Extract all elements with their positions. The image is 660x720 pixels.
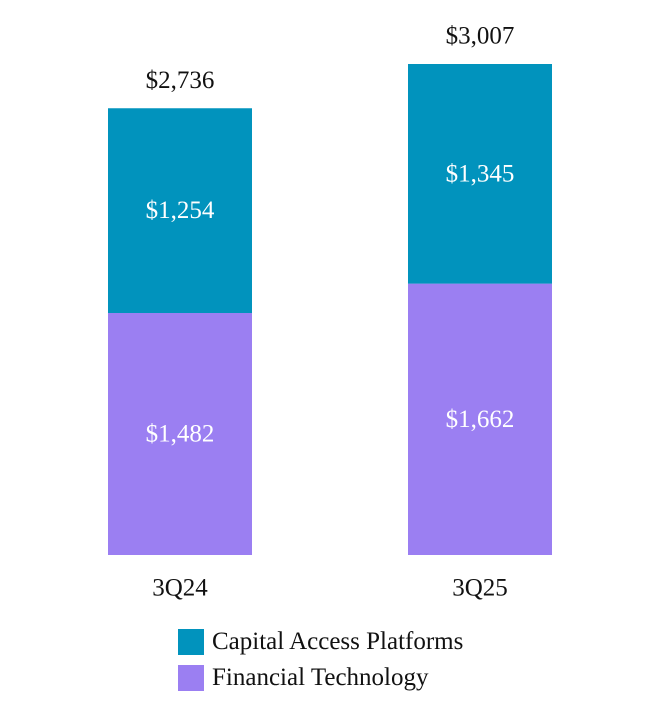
bar-capital-access-platforms-3q24 xyxy=(108,108,252,314)
bar-capital-access-platforms-3q25 xyxy=(408,64,552,284)
x-tick-label-3q25: 3Q25 xyxy=(452,575,508,602)
bar-financial-technology-3q24 xyxy=(108,313,252,555)
x-tick-label-3q24: 3Q24 xyxy=(152,575,208,602)
data-label-financial-technology-3q24: $1,482 xyxy=(146,421,215,448)
legend-swatch-capital-access-platforms xyxy=(178,629,204,655)
legend-item-capital-access-platforms: Capital Access Platforms xyxy=(178,624,463,660)
data-label-financial-technology-3q25: $1,662 xyxy=(446,406,515,433)
legend-label-financial-technology: Financial Technology xyxy=(212,664,429,691)
data-label-capital-access-platforms-3q24: $1,254 xyxy=(146,197,215,224)
legend-item-financial-technology: Financial Technology xyxy=(178,660,463,696)
legend-label-capital-access-platforms: Capital Access Platforms xyxy=(212,628,464,655)
data-label-capital-access-platforms-3q25: $1,345 xyxy=(446,160,515,187)
chart-legend: Capital Access Platforms Financial Techn… xyxy=(178,624,463,696)
total-label-3q25: $3,007 xyxy=(446,23,515,50)
total-label-3q24: $2,736 xyxy=(146,67,215,94)
bar-financial-technology-3q25 xyxy=(408,283,552,555)
legend-swatch-financial-technology xyxy=(178,665,204,691)
stacked-bar-chart: $1,482 $1,254 $2,736 3Q24 $1,662 $1,345 $3,007… xyxy=(108,23,552,602)
